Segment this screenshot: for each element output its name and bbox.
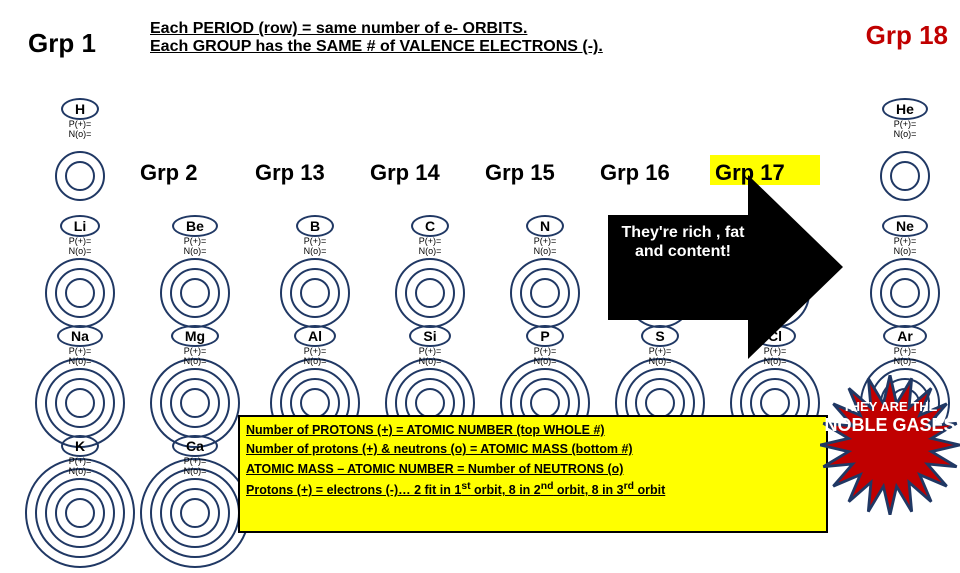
group-15-label: Grp 15 xyxy=(485,160,555,186)
proton-neutron-label: P(+)=N(o)= xyxy=(505,237,585,257)
callout-arrow: They're rich , fat and content! xyxy=(608,175,848,360)
element-cell-be: BeP(+)=N(o)= xyxy=(155,215,235,257)
group-2-label: Grp 2 xyxy=(140,160,197,186)
element-symbol: Si xyxy=(390,325,470,347)
element-symbol: Be xyxy=(155,215,235,237)
element-symbol: Ca xyxy=(155,435,235,457)
proton-neutron-label: P(+)=N(o)= xyxy=(390,237,470,257)
noble-gases-burst xyxy=(820,375,960,515)
proton-neutron-label: P(+)=N(o)= xyxy=(275,237,355,257)
noble-gases-text: THEY ARE THE NOBLE GASES xyxy=(820,400,960,436)
element-cell-he: HeP(+)=N(o)= xyxy=(865,98,945,140)
rules-box: Number of PROTONS (+) = ATOMIC NUMBER (t… xyxy=(238,415,828,533)
element-symbol: K xyxy=(40,435,120,457)
element-cell-ne: NeP(+)=N(o)= xyxy=(865,215,945,257)
callout-arrow-text: They're rich , fat and content! xyxy=(618,223,748,261)
element-symbol: Al xyxy=(275,325,355,347)
group-13-label: Grp 13 xyxy=(255,160,325,186)
element-symbol: C xyxy=(390,215,470,237)
proton-neutron-label: P(+)=N(o)= xyxy=(40,120,120,140)
element-symbol: B xyxy=(275,215,355,237)
element-symbol: Ar xyxy=(865,325,945,347)
element-cell-p: PP(+)=N(o)= xyxy=(505,325,585,367)
element-cell-k: KP(+)=N(o)= xyxy=(40,435,120,477)
proton-neutron-label: P(+)=N(o)= xyxy=(865,237,945,257)
element-symbol: H xyxy=(40,98,120,120)
proton-neutron-label: P(+)=N(o)= xyxy=(865,120,945,140)
element-cell-al: AlP(+)=N(o)= xyxy=(275,325,355,367)
element-symbol: Mg xyxy=(155,325,235,347)
element-cell-ar: ArP(+)=N(o)= xyxy=(865,325,945,367)
group-18-label: Grp 18 xyxy=(866,20,948,51)
element-symbol: Ne xyxy=(865,215,945,237)
group-14-label: Grp 14 xyxy=(370,160,440,186)
element-cell-si: SiP(+)=N(o)= xyxy=(390,325,470,367)
proton-neutron-label: P(+)=N(o)= xyxy=(275,347,355,367)
top-description: Each PERIOD (row) = same number of e- OR… xyxy=(150,20,603,56)
element-cell-li: LiP(+)=N(o)= xyxy=(40,215,120,257)
proton-neutron-label: P(+)=N(o)= xyxy=(505,347,585,367)
element-cell-mg: MgP(+)=N(o)= xyxy=(155,325,235,367)
element-symbol: He xyxy=(865,98,945,120)
element-symbol: Na xyxy=(40,325,120,347)
proton-neutron-label: P(+)=N(o)= xyxy=(155,457,235,477)
element-symbol: Li xyxy=(40,215,120,237)
element-symbol: N xyxy=(505,215,585,237)
element-cell-b: BP(+)=N(o)= xyxy=(275,215,355,257)
proton-neutron-label: P(+)=N(o)= xyxy=(40,237,120,257)
proton-neutron-label: P(+)=N(o)= xyxy=(865,347,945,367)
element-symbol: P xyxy=(505,325,585,347)
element-cell-c: CP(+)=N(o)= xyxy=(390,215,470,257)
proton-neutron-label: P(+)=N(o)= xyxy=(40,347,120,367)
proton-neutron-label: P(+)=N(o)= xyxy=(390,347,470,367)
group-1-label: Grp 1 xyxy=(28,28,96,59)
element-cell-ca: CaP(+)=N(o)= xyxy=(155,435,235,477)
element-cell-h: HP(+)=N(o)= xyxy=(40,98,120,140)
element-cell-na: NaP(+)=N(o)= xyxy=(40,325,120,367)
element-cell-n: NP(+)=N(o)= xyxy=(505,215,585,257)
proton-neutron-label: P(+)=N(o)= xyxy=(155,237,235,257)
proton-neutron-label: P(+)=N(o)= xyxy=(40,457,120,477)
proton-neutron-label: P(+)=N(o)= xyxy=(155,347,235,367)
